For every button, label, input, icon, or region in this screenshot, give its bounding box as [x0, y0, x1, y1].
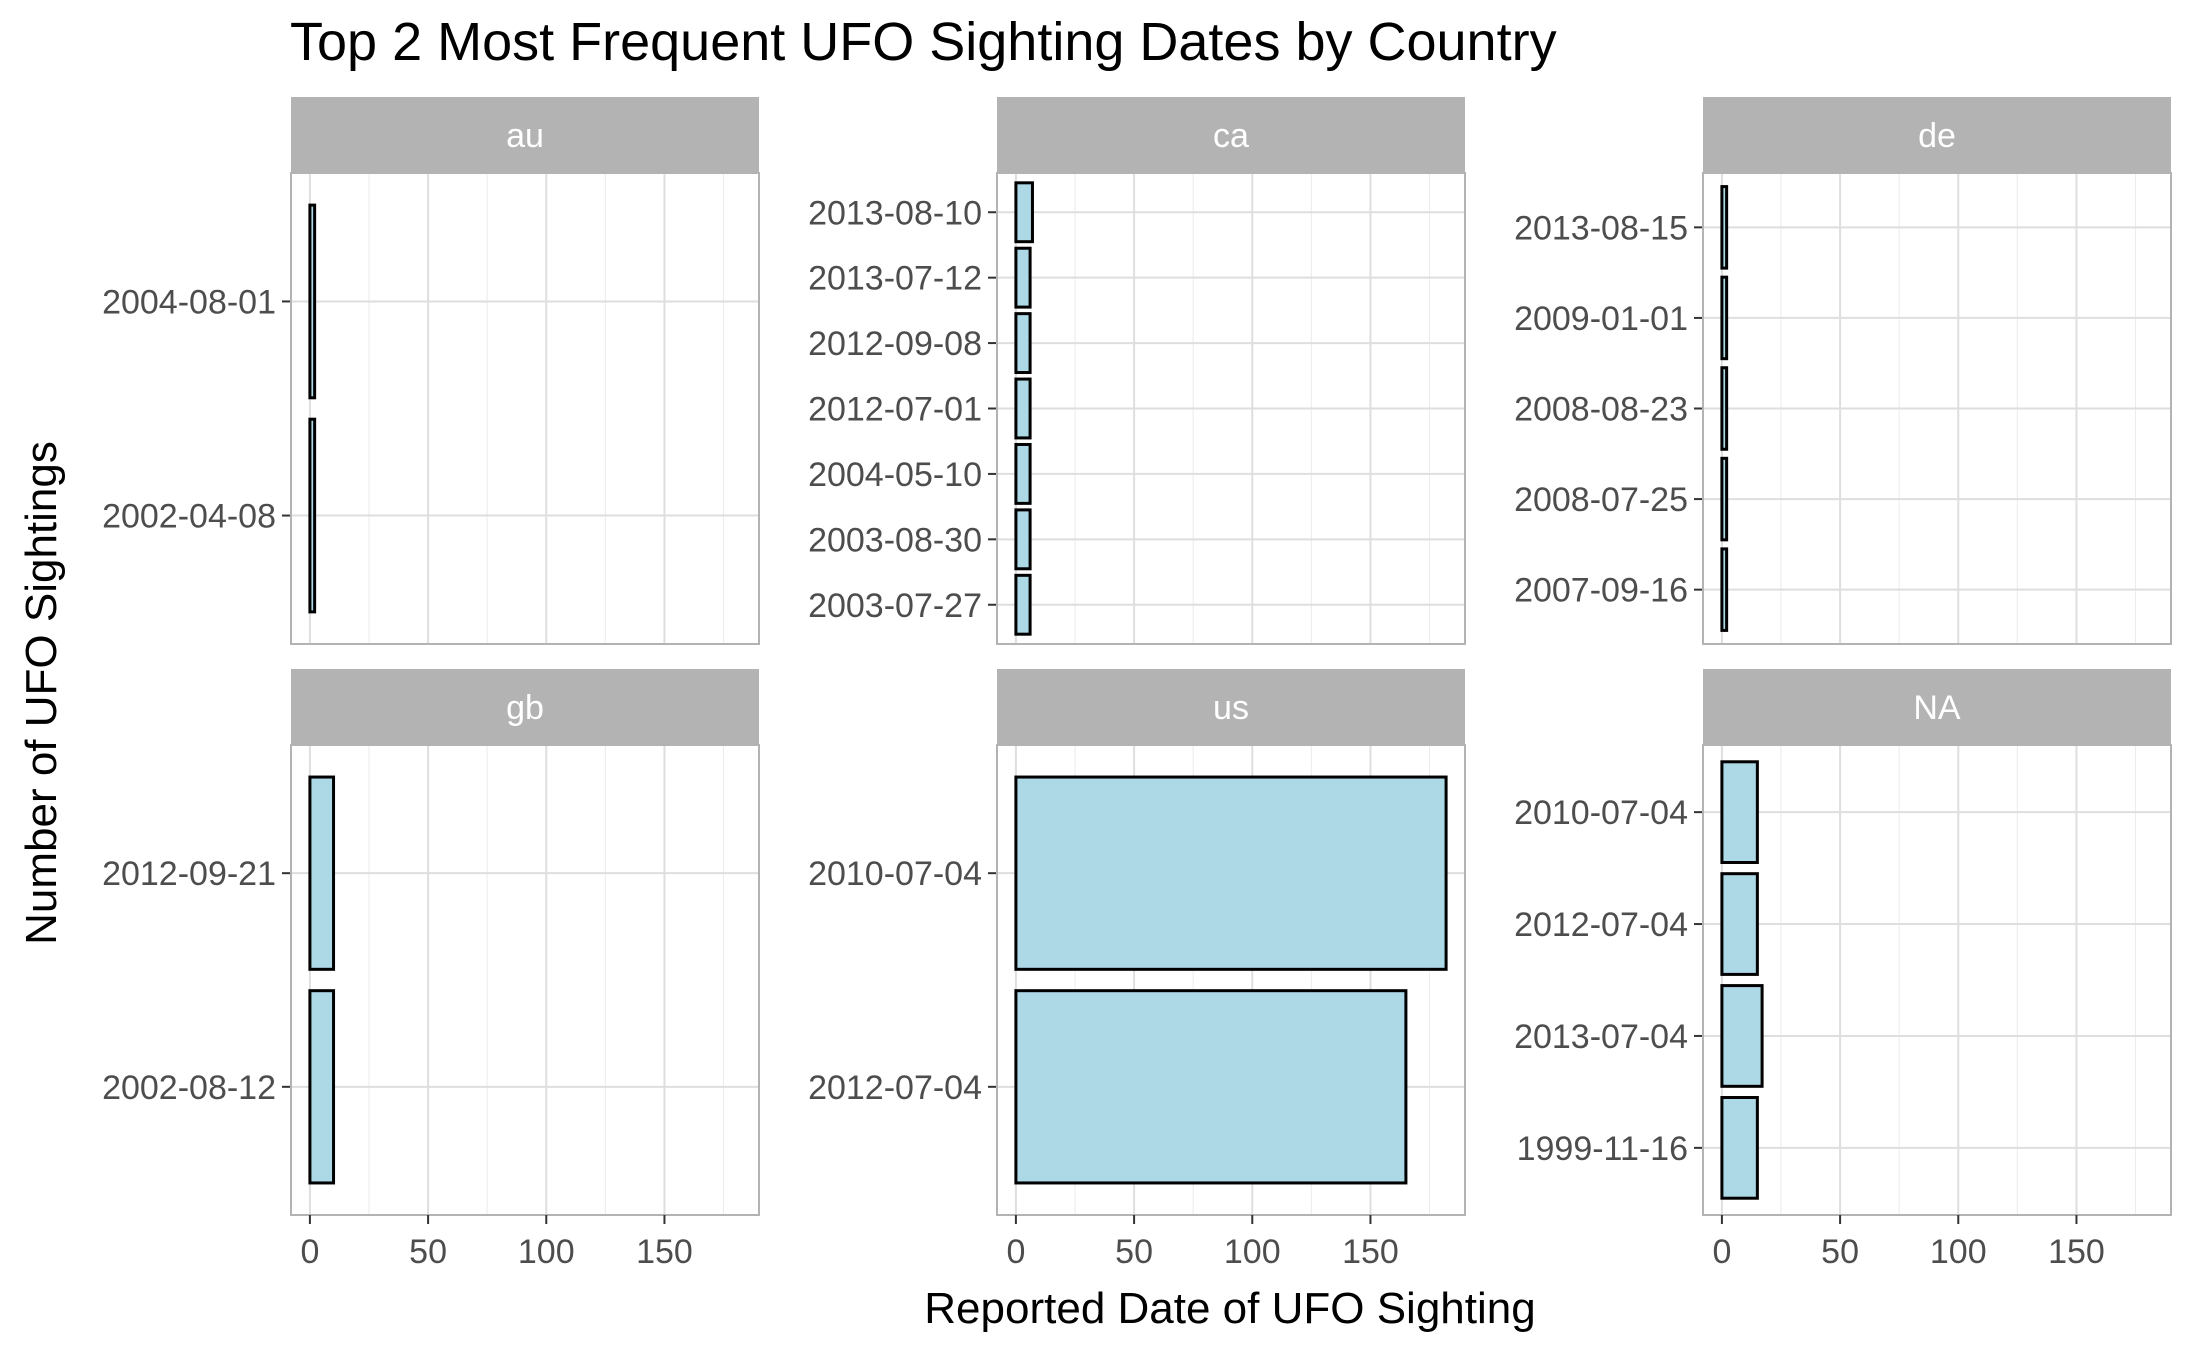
bar — [1720, 275, 1729, 361]
bar — [1014, 312, 1032, 375]
facet-strip — [291, 669, 759, 745]
bar — [1014, 508, 1032, 571]
panel-border — [1702, 172, 2172, 645]
facet-strip — [997, 97, 1465, 173]
y-tick-label: 2012-07-04 — [808, 1069, 982, 1107]
x-tick-label: 0 — [1006, 1233, 1025, 1271]
bar — [1014, 989, 1408, 1185]
y-tick-label: 2010-07-04 — [808, 855, 982, 893]
bar — [1720, 547, 1729, 632]
bar — [308, 203, 317, 400]
bar — [1720, 872, 1759, 976]
facet-panels: au 2004-08-01 2002-04-08 ca 2013-08-10 2013-0… — [102, 97, 2172, 1271]
y-tick-label: 2008-08-23 — [1514, 391, 1688, 429]
facet-strip — [1703, 97, 2171, 173]
y-axis-label: Number of UFO Sightings — [17, 441, 66, 945]
panel-border — [996, 172, 1466, 645]
x-tick-label: 150 — [636, 1233, 693, 1271]
x-tick-label: 50 — [1821, 1233, 1859, 1271]
facet-strip-label: gb — [506, 689, 544, 727]
facet-panel — [1703, 745, 2171, 1215]
panel-border — [290, 172, 760, 645]
facet-strip — [291, 97, 759, 173]
facet-strip-label: us — [1213, 689, 1249, 727]
y-tick-label: 2002-04-08 — [102, 498, 276, 536]
bar — [1720, 984, 1764, 1088]
y-tick-label: 2003-07-27 — [808, 587, 982, 625]
y-tick-label: 2013-07-12 — [808, 260, 982, 298]
y-tick-label: 2007-09-16 — [1514, 572, 1688, 610]
chart-title: Top 2 Most Frequent UFO Sighting Dates b… — [290, 12, 1557, 72]
x-tick-label: 0 — [300, 1233, 319, 1271]
y-tick-label: 2004-08-01 — [102, 283, 276, 321]
x-axis-label: Reported Date of UFO Sighting — [924, 1284, 1535, 1333]
facet-strip-label: ca — [1213, 117, 1249, 155]
x-tick-label: 50 — [409, 1233, 447, 1271]
bar — [1014, 573, 1032, 636]
panel-border — [996, 744, 1466, 1216]
bar — [1720, 185, 1729, 270]
y-tick-label: 2013-08-10 — [808, 194, 982, 232]
y-tick-label: 2009-01-01 — [1514, 300, 1688, 338]
x-tick-label: 50 — [1115, 1233, 1153, 1271]
y-tick-label: 2012-09-08 — [808, 325, 982, 363]
y-tick-label: 1999-11-16 — [1517, 1130, 1688, 1168]
y-tick-label: 2008-07-25 — [1514, 481, 1688, 519]
facet-strip-label: NA — [1913, 689, 1961, 727]
x-tick-label: 0 — [1712, 1233, 1731, 1271]
bar — [1720, 366, 1729, 451]
bar — [1720, 760, 1759, 864]
x-tick-label: 150 — [1342, 1233, 1399, 1271]
y-tick-label: 2004-05-10 — [808, 456, 982, 494]
bar — [1720, 1096, 1759, 1200]
bar — [1014, 181, 1034, 244]
facet-panel — [291, 745, 759, 1215]
y-tick-label: 2013-08-15 — [1514, 209, 1688, 247]
bar — [1014, 377, 1032, 440]
facet-strip-label: au — [506, 117, 544, 155]
facet-strip — [997, 669, 1465, 745]
y-tick-label: 2010-07-04 — [1514, 794, 1688, 832]
facet-strip — [1703, 669, 2171, 745]
panel-border — [290, 744, 760, 1216]
bar — [1014, 246, 1032, 309]
y-tick-label: 2013-07-04 — [1514, 1018, 1688, 1056]
bar — [1014, 442, 1032, 505]
bar — [308, 989, 336, 1185]
y-tick-label: 2003-08-30 — [808, 521, 982, 559]
bar — [1720, 456, 1729, 542]
bar — [1014, 775, 1448, 971]
x-tick-label: 100 — [518, 1233, 575, 1271]
facet-panel — [291, 173, 759, 644]
y-tick-label: 2012-09-21 — [102, 855, 276, 893]
y-tick-label: 2012-07-04 — [1514, 906, 1688, 944]
x-tick-label: 100 — [1930, 1233, 1987, 1271]
x-tick-label: 150 — [2048, 1233, 2105, 1271]
bar — [308, 775, 336, 971]
panel-border — [1702, 744, 2172, 1216]
x-tick-label: 100 — [1224, 1233, 1281, 1271]
bar — [308, 417, 317, 614]
y-tick-label: 2002-08-12 — [102, 1069, 276, 1107]
y-tick-label: 2012-07-01 — [808, 391, 982, 429]
facet-strip-label: de — [1918, 117, 1956, 155]
